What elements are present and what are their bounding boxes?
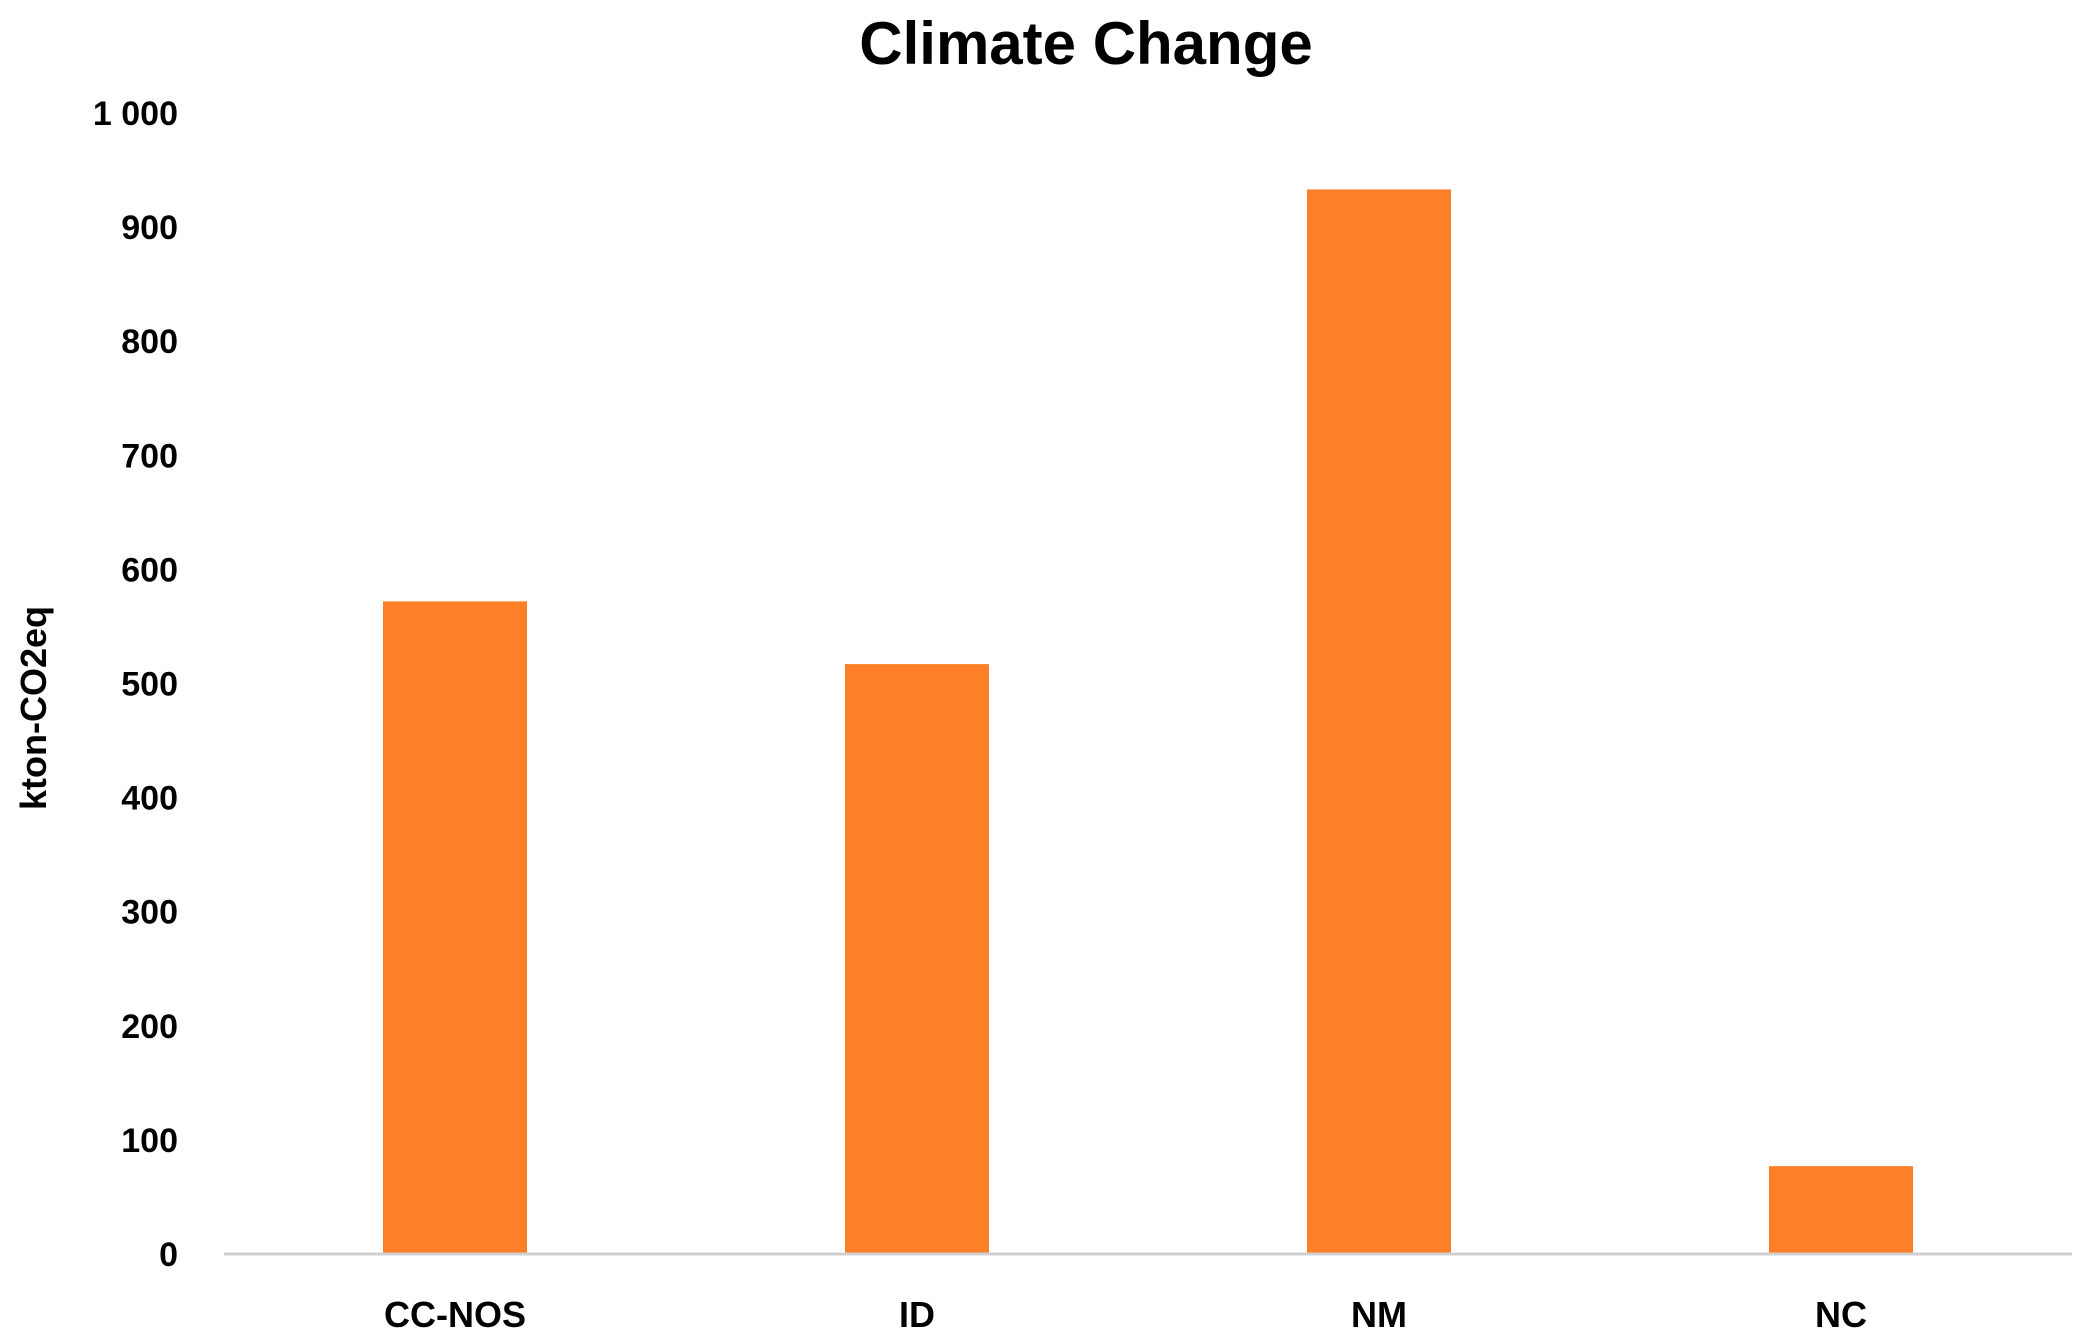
bar-nc xyxy=(1769,1166,1913,1254)
x-tick-label: CC-NOS xyxy=(384,1294,526,1335)
y-tick-label: 200 xyxy=(121,1008,178,1046)
y-tick-label: 900 xyxy=(121,209,178,247)
y-axis-ticks: 0 100 200 300 400 500 600 700 800 900 1 000 xyxy=(93,95,178,1274)
bar-cc-nos xyxy=(383,601,527,1254)
y-axis-label: kton-CO2eq xyxy=(13,606,54,810)
x-tick-label: ID xyxy=(899,1294,935,1335)
y-tick-label: 700 xyxy=(121,437,178,475)
y-tick-label: 100 xyxy=(121,1122,178,1160)
x-tick-label: NC xyxy=(1815,1294,1867,1335)
bar-id xyxy=(845,664,989,1254)
y-tick-label: 400 xyxy=(121,780,178,818)
x-axis-labels: CC-NOS ID NM NC xyxy=(384,1294,1867,1335)
y-tick-label: 1 000 xyxy=(93,95,178,133)
y-tick-label: 800 xyxy=(121,323,178,361)
bars-group xyxy=(383,189,1913,1254)
bar-nm xyxy=(1307,189,1451,1254)
x-tick-label: NM xyxy=(1351,1294,1407,1335)
y-tick-label: 0 xyxy=(159,1236,178,1274)
chart-title: Climate Change xyxy=(859,10,1312,77)
y-tick-label: 300 xyxy=(121,894,178,932)
y-tick-label: 500 xyxy=(121,666,178,704)
y-tick-label: 600 xyxy=(121,551,178,589)
